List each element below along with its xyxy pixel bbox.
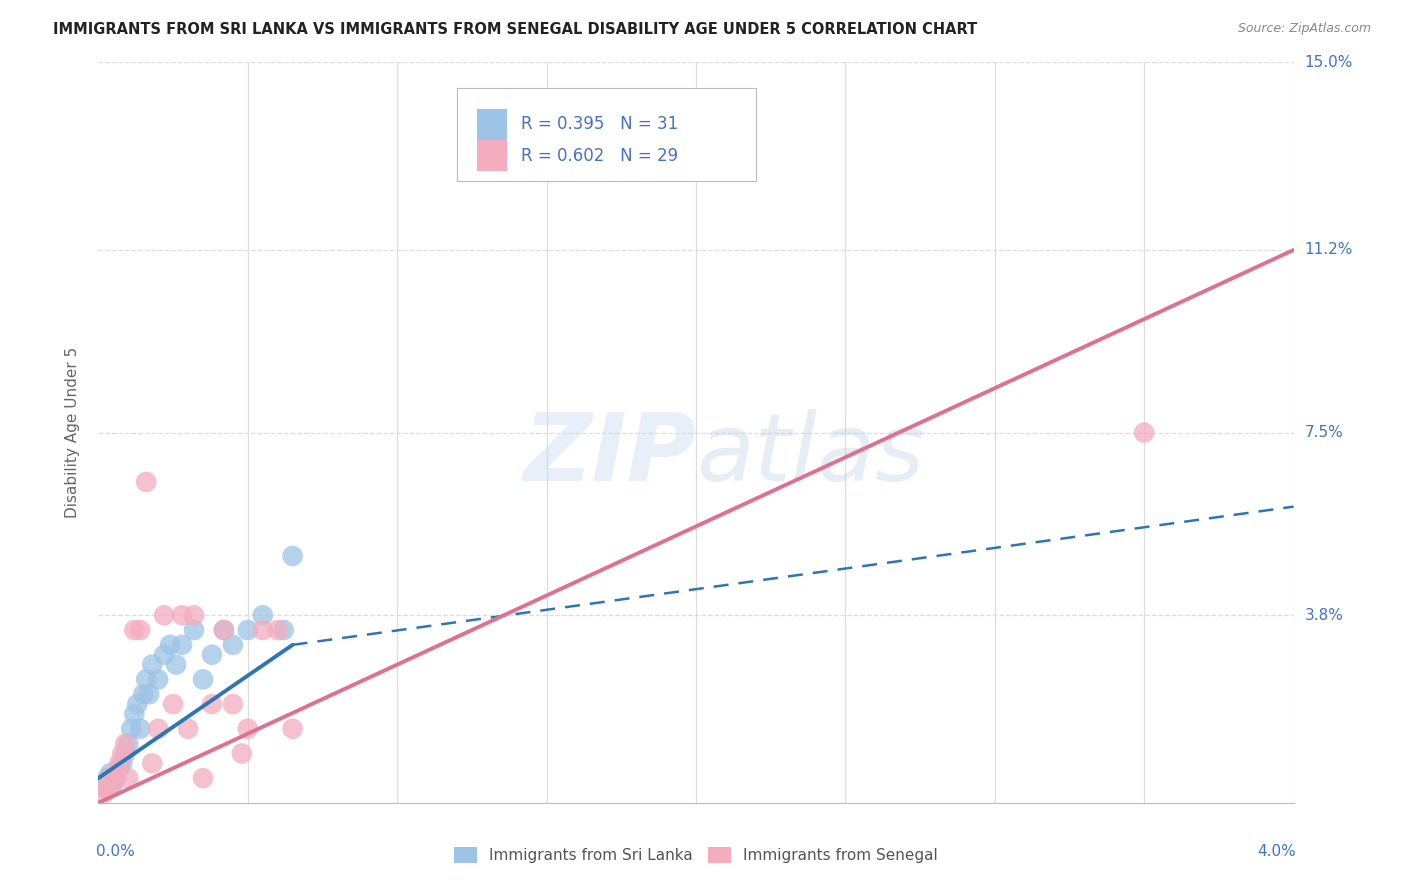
Point (191, 673, 214, 687)
Point (96, 780, 118, 795)
FancyBboxPatch shape (457, 88, 756, 181)
Point (236, 623, 259, 637)
Text: R = 0.395   N = 31: R = 0.395 N = 31 (522, 115, 679, 134)
Point (96, 771, 118, 785)
Point (132, 687, 155, 701)
Point (172, 608, 194, 623)
Point (191, 771, 214, 785)
Bar (477, 109, 508, 140)
Point (141, 657, 163, 672)
Point (111, 756, 134, 771)
Point (129, 623, 152, 637)
Point (93, 786, 115, 800)
Point (165, 657, 187, 672)
Point (138, 687, 160, 701)
Point (1133, 425, 1156, 440)
Point (172, 638, 194, 652)
Point (129, 722, 152, 736)
Text: 0.0%: 0.0% (96, 844, 135, 858)
Point (252, 608, 274, 623)
Point (252, 623, 274, 637)
Text: Source: ZipAtlas.com: Source: ZipAtlas.com (1237, 22, 1371, 36)
Point (135, 673, 157, 687)
Point (159, 638, 181, 652)
Text: 4.0%: 4.0% (1257, 844, 1296, 858)
Point (105, 771, 128, 785)
Text: 15.0%: 15.0% (1305, 55, 1353, 70)
Point (183, 623, 205, 637)
Point (93, 780, 115, 795)
Point (281, 549, 304, 563)
Point (117, 737, 139, 751)
Point (111, 747, 134, 761)
Point (114, 747, 136, 761)
Point (124, 706, 146, 721)
Point (98, 766, 122, 780)
Y-axis label: Disability Age Under 5: Disability Age Under 5 (65, 347, 80, 518)
Point (108, 756, 131, 771)
Point (120, 722, 142, 736)
Point (103, 776, 125, 790)
Point (212, 623, 235, 637)
Text: ZIP: ZIP (523, 409, 696, 500)
Point (162, 697, 184, 711)
Point (222, 638, 245, 652)
Bar (477, 140, 508, 171)
Point (236, 722, 259, 736)
Point (141, 756, 163, 771)
Point (117, 771, 139, 785)
Point (183, 608, 205, 623)
Point (127, 697, 149, 711)
Point (98, 771, 122, 785)
Point (201, 648, 224, 662)
Point (124, 623, 146, 637)
Point (222, 697, 245, 711)
Point (148, 722, 170, 736)
Text: 3.8%: 3.8% (1305, 607, 1344, 623)
Text: atlas: atlas (696, 409, 924, 500)
Point (108, 761, 131, 775)
Text: 7.5%: 7.5% (1305, 425, 1343, 440)
Legend: Immigrants from Sri Lanka, Immigrants from Senegal: Immigrants from Sri Lanka, Immigrants fr… (449, 841, 943, 869)
Point (267, 623, 290, 637)
Point (153, 608, 176, 623)
Point (114, 737, 136, 751)
Point (103, 776, 125, 790)
Point (153, 648, 176, 662)
Point (231, 747, 253, 761)
Point (201, 697, 224, 711)
Point (212, 623, 235, 637)
Point (273, 623, 295, 637)
Point (177, 722, 200, 736)
Point (135, 475, 157, 489)
Point (148, 673, 170, 687)
Text: IMMIGRANTS FROM SRI LANKA VS IMMIGRANTS FROM SENEGAL DISABILITY AGE UNDER 5 CORR: IMMIGRANTS FROM SRI LANKA VS IMMIGRANTS … (53, 22, 977, 37)
Point (105, 766, 128, 780)
Text: R = 0.602   N = 29: R = 0.602 N = 29 (522, 147, 679, 165)
Text: 11.2%: 11.2% (1305, 243, 1353, 258)
Point (281, 722, 304, 736)
